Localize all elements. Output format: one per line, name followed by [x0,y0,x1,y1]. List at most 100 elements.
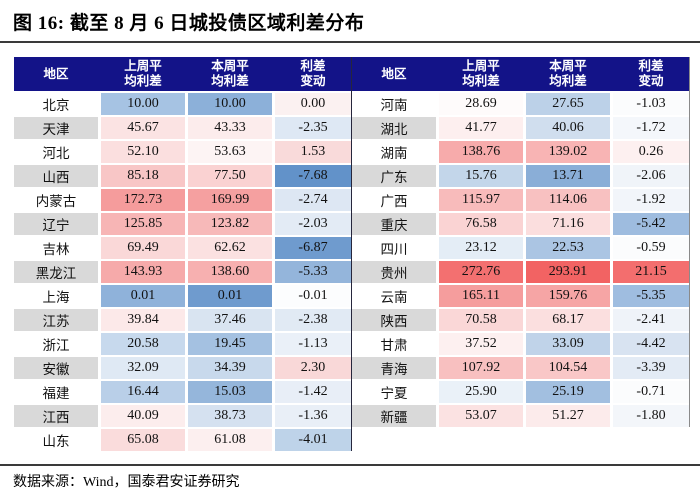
table-body-right: 河南 28.69 27.65 -1.03 湖北 41.77 40.06 -1.72 湖南 138.… [352,93,689,427]
last-week-value: 41.77 [439,117,523,139]
title-divider [0,41,700,43]
last-week-value: 23.12 [439,237,523,259]
table-row: 湖南 138.76 139.02 0.26 [352,141,689,163]
change-value: -5.33 [275,261,351,283]
change-value: -0.01 [275,285,351,307]
header-change: 利差 变动 [300,59,326,88]
this-week-value: 40.06 [526,117,610,139]
change-value: -1.13 [275,333,351,355]
change-value: -1.72 [613,117,689,139]
last-week-value: 32.09 [101,357,185,379]
region-cell: 河北 [14,141,98,163]
this-week-value: 169.99 [188,189,272,211]
this-week-value: 77.50 [188,165,272,187]
header-last-week: 上周平 均利差 [462,59,500,88]
change-value: -5.42 [613,213,689,235]
header-this-week: 本周平 均利差 [211,59,249,88]
last-week-value: 138.76 [439,141,523,163]
spread-table: 地区 上周平 均利差 本周平 均利差 利差 变动 北京 10.00 10.00 0.0… [14,57,690,453]
change-value: 0.26 [613,141,689,163]
region-cell: 陕西 [352,309,436,331]
table-row: 云南 165.11 159.76 -5.35 [352,285,689,307]
this-week-value: 139.02 [526,141,610,163]
this-week-value: 123.82 [188,213,272,235]
change-value: -5.35 [613,285,689,307]
last-week-value: 40.09 [101,405,185,427]
table-row: 湖北 41.77 40.06 -1.72 [352,117,689,139]
table-row: 河南 28.69 27.65 -1.03 [352,93,689,115]
change-value: -1.03 [613,93,689,115]
table-row: 河北 52.10 53.63 1.53 [14,141,351,163]
header-region: 地区 [43,66,69,81]
last-week-value: 37.52 [439,333,523,355]
region-cell: 贵州 [352,261,436,283]
table-row: 黑龙江 143.93 138.60 -5.33 [14,261,351,283]
change-value: -4.42 [613,333,689,355]
this-week-value: 61.08 [188,429,272,451]
region-cell: 江苏 [14,309,98,331]
table-row: 新疆 53.07 51.27 -1.80 [352,405,689,427]
header-this-week: 本周平 均利差 [549,59,587,88]
region-cell: 北京 [14,93,98,115]
this-week-value: 13.71 [526,165,610,187]
change-value: -0.71 [613,381,689,403]
this-week-value: 22.53 [526,237,610,259]
table-row: 辽宁 125.85 123.82 -2.03 [14,213,351,235]
this-week-value: 138.60 [188,261,272,283]
last-week-value: 165.11 [439,285,523,307]
this-week-value: 43.33 [188,117,272,139]
table-row: 江西 40.09 38.73 -1.36 [14,405,351,427]
change-value: 21.15 [613,261,689,283]
this-week-value: 62.62 [188,237,272,259]
region-cell: 青海 [352,357,436,379]
footer-divider [0,464,700,466]
table-middle-divider [351,57,352,451]
last-week-value: 28.69 [439,93,523,115]
region-cell: 重庆 [352,213,436,235]
change-value: -3.39 [613,357,689,379]
change-value: 1.53 [275,141,351,163]
this-week-value: 51.27 [526,405,610,427]
region-cell: 吉林 [14,237,98,259]
change-value: -1.42 [275,381,351,403]
change-value: -2.06 [613,165,689,187]
change-value: -1.80 [613,405,689,427]
header-change: 利差 变动 [638,59,664,88]
last-week-value: 25.90 [439,381,523,403]
change-value: -1.36 [275,405,351,427]
last-week-value: 85.18 [101,165,185,187]
region-cell: 湖北 [352,117,436,139]
region-cell: 新疆 [352,405,436,427]
change-value: -0.59 [613,237,689,259]
table-header-right: 地区 上周平 均利差 本周平 均利差 利差 变动 [352,57,689,91]
table-row: 浙江 20.58 19.45 -1.13 [14,333,351,355]
region-cell: 广西 [352,189,436,211]
table-row: 天津 45.67 43.33 -2.35 [14,117,351,139]
table-row: 四川 23.12 22.53 -0.59 [352,237,689,259]
region-cell: 云南 [352,285,436,307]
region-cell: 山西 [14,165,98,187]
this-week-value: 293.91 [526,261,610,283]
region-cell: 上海 [14,285,98,307]
region-cell: 甘肃 [352,333,436,355]
this-week-value: 19.45 [188,333,272,355]
last-week-value: 107.92 [439,357,523,379]
region-cell: 山东 [14,429,98,451]
table-row: 北京 10.00 10.00 0.00 [14,93,351,115]
table-row: 福建 16.44 15.03 -1.42 [14,381,351,403]
table-right-half: 地区 上周平 均利差 本周平 均利差 利差 变动 河南 28.69 27.65 -1.… [352,57,689,429]
this-week-value: 10.00 [188,93,272,115]
region-cell: 辽宁 [14,213,98,235]
table-row: 重庆 76.58 71.16 -5.42 [352,213,689,235]
table-row: 吉林 69.49 62.62 -6.87 [14,237,351,259]
table-row: 上海 0.01 0.01 -0.01 [14,285,351,307]
last-week-value: 69.49 [101,237,185,259]
change-value: -2.03 [275,213,351,235]
table-row: 山东 65.08 61.08 -4.01 [14,429,351,451]
change-value: -2.41 [613,309,689,331]
last-week-value: 45.67 [101,117,185,139]
this-week-value: 104.54 [526,357,610,379]
region-cell: 四川 [352,237,436,259]
region-cell: 浙江 [14,333,98,355]
change-value: -1.92 [613,189,689,211]
